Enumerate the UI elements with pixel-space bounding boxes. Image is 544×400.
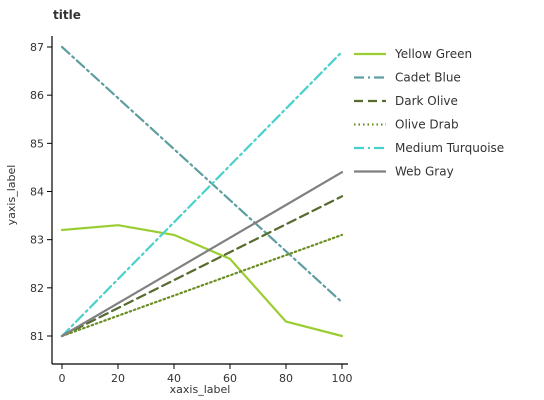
x-tick-label: 20	[111, 372, 125, 385]
y-axis-title: yaxis_label	[5, 165, 18, 226]
legend-label: Web Gray	[395, 165, 454, 179]
chart-title: title	[53, 8, 81, 22]
y-tick-label: 86	[30, 89, 44, 102]
y-tick-label: 84	[30, 186, 44, 199]
y-tick-label: 87	[30, 41, 44, 54]
x-tick-label: 40	[167, 372, 181, 385]
series-line-medium-turquoise	[60, 50, 344, 338]
x-tick-label: 100	[332, 372, 353, 385]
x-tick-label: 80	[279, 372, 293, 385]
y-tick-label: 81	[30, 330, 44, 343]
legend: Yellow Green Cadet Blue Dark Olive Olive Dr…	[354, 47, 504, 179]
legend-label: Cadet Blue	[395, 71, 461, 85]
legend-label: Yellow Green	[394, 47, 472, 61]
series-line-dark-olive	[60, 195, 344, 338]
series-line-cadet-blue	[60, 45, 344, 304]
legend-label: Olive Drab	[395, 118, 459, 132]
x-tick-label: 0	[59, 372, 66, 385]
y-tick-label: 83	[30, 234, 44, 247]
y-tick-label: 85	[30, 137, 44, 150]
series-line-olive-drab	[60, 233, 344, 338]
legend-label: Medium Turquoise	[395, 141, 504, 155]
y-tick-label: 82	[30, 282, 44, 295]
series-line-web-gray	[60, 171, 344, 338]
x-axis-title: xaxis_label	[170, 383, 231, 396]
y-ticks: 81 82 83 84 85 86 87	[30, 41, 52, 343]
legend-label: Dark Olive	[395, 94, 458, 108]
plot-lines	[60, 45, 344, 338]
x-ticks: 0 20 40 60 80 100	[59, 364, 353, 385]
x-tick-label: 60	[223, 372, 237, 385]
series-line-yellow-green	[60, 224, 344, 338]
